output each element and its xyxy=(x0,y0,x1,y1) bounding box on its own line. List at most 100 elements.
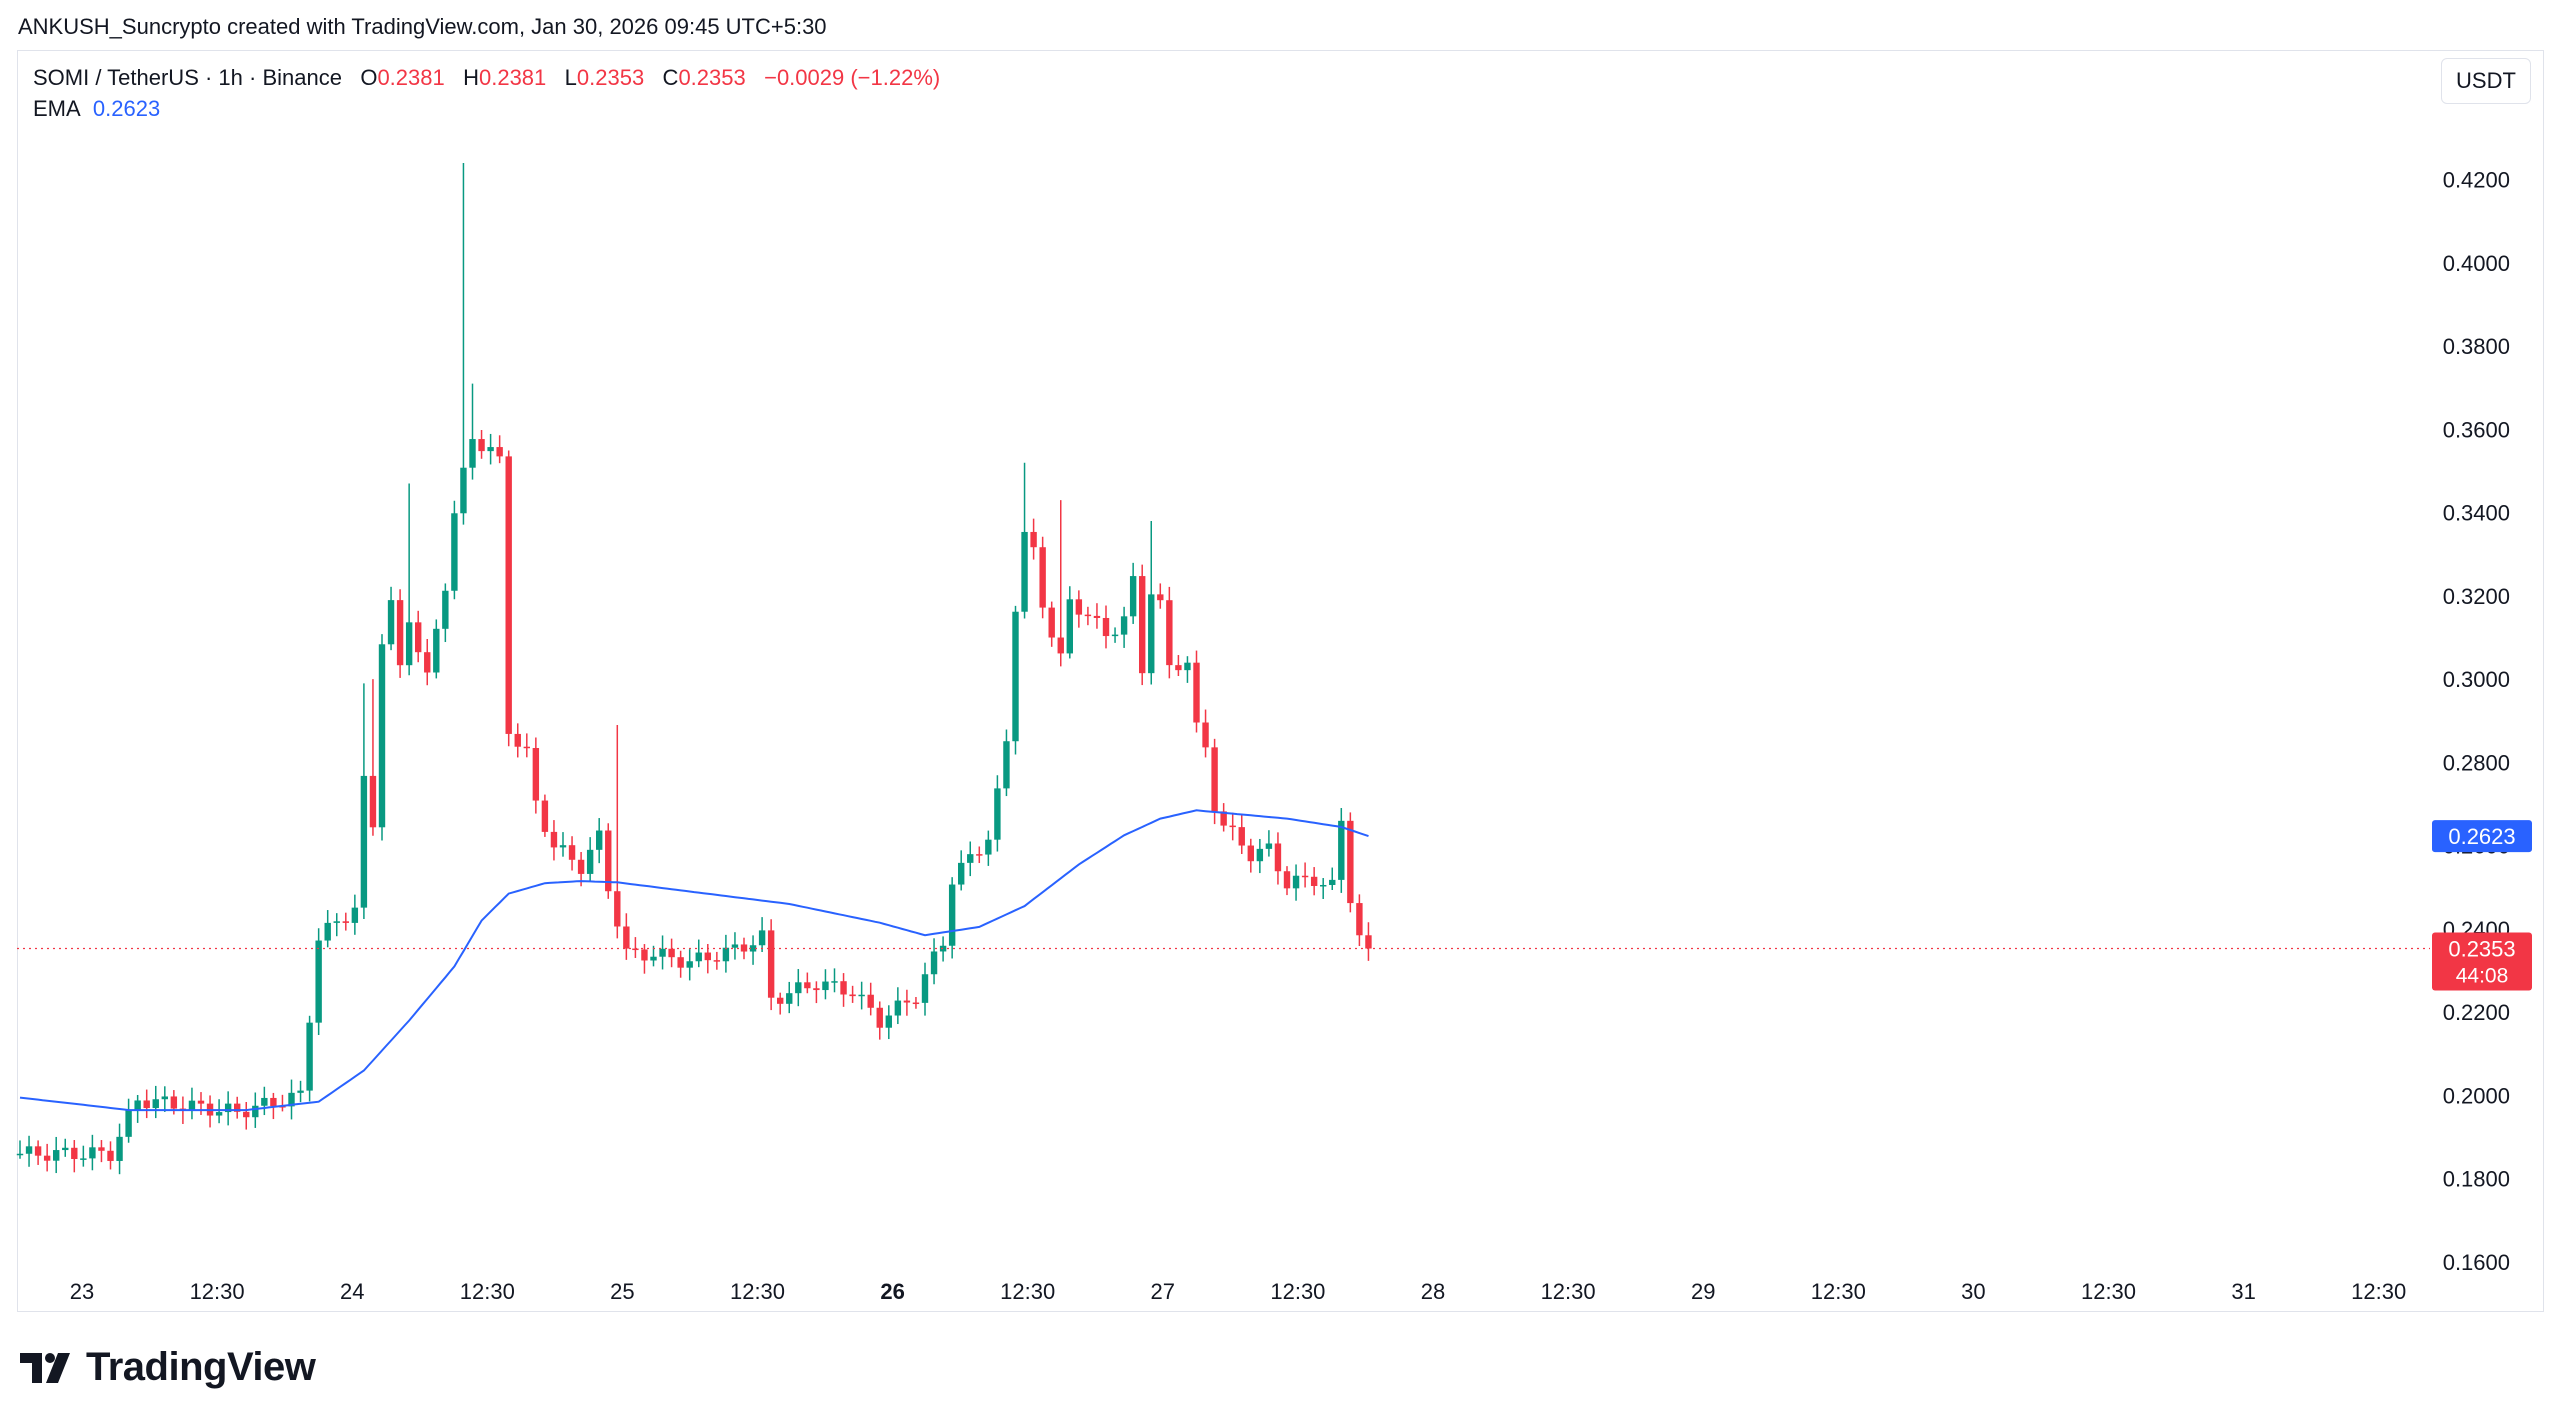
candle-body xyxy=(152,1099,159,1109)
candle-body xyxy=(297,1090,304,1093)
candle-body xyxy=(1347,820,1354,904)
low-label: L xyxy=(564,65,577,90)
time-tick-label: 28 xyxy=(1421,1279,1445,1304)
candle-body xyxy=(921,974,929,1003)
candle-body xyxy=(405,622,413,666)
time-tick-label: 27 xyxy=(1151,1279,1175,1304)
candle-body xyxy=(1265,843,1273,849)
candle-body xyxy=(885,1015,892,1028)
ema-legend[interactable]: EMA 0.2623 xyxy=(33,96,160,122)
candle-body xyxy=(116,1136,123,1161)
candle-body xyxy=(134,1100,141,1111)
candle-body xyxy=(1084,614,1092,617)
candle-body xyxy=(306,1022,313,1091)
candle-body xyxy=(804,982,811,989)
candle-countdown-text: 44:08 xyxy=(2456,965,2509,988)
candle-body xyxy=(1229,825,1236,828)
currency-unit-button[interactable]: USDT xyxy=(2441,58,2531,104)
candle-body xyxy=(1166,600,1173,666)
candle-body xyxy=(396,600,404,666)
candle-body xyxy=(686,961,693,968)
time-tick-label: 31 xyxy=(2231,1279,2255,1304)
candle-body xyxy=(98,1147,105,1151)
candle-body xyxy=(786,993,793,1004)
candle-body xyxy=(71,1147,78,1160)
candle-body xyxy=(215,1112,223,1116)
candle-body xyxy=(360,775,368,908)
candle-body xyxy=(1238,827,1245,846)
high-label: H xyxy=(463,65,479,90)
candle-body xyxy=(831,981,838,983)
candle-body xyxy=(596,830,603,850)
time-tick-label: 12:30 xyxy=(190,1279,245,1304)
candle-body xyxy=(1274,843,1282,872)
candle-body xyxy=(1030,531,1037,548)
candle-body xyxy=(695,952,702,962)
candle-body xyxy=(840,981,847,995)
candle-body xyxy=(858,994,865,997)
candle-body xyxy=(948,884,956,946)
price-tick-label: 0.4000 xyxy=(2443,251,2510,276)
time-tick-label: 12:30 xyxy=(460,1279,515,1304)
candle-body xyxy=(550,831,558,848)
candle-body xyxy=(849,994,856,997)
candle-body xyxy=(958,862,965,885)
candle-body xyxy=(976,854,983,856)
candle-body xyxy=(1247,845,1254,862)
chart-panel[interactable] xyxy=(17,50,2544,1312)
candle-body xyxy=(1356,903,1363,936)
candle-body xyxy=(333,921,340,923)
candle-body xyxy=(876,1007,883,1028)
tradingview-logo[interactable]: TradingView xyxy=(20,1345,316,1390)
candle-body xyxy=(1111,634,1119,637)
ema-price-badge xyxy=(2432,820,2532,853)
candle-body xyxy=(387,600,395,645)
candle-body xyxy=(568,845,576,860)
candle-body xyxy=(342,921,349,923)
badge-layer: 0.2623 0.2353 44:08 xyxy=(2432,820,2532,991)
candle-body xyxy=(1220,811,1227,826)
chart-caption: ANKUSH_Suncrypto created with TradingVie… xyxy=(18,14,827,39)
candle-body xyxy=(351,907,359,923)
candle-body xyxy=(1283,871,1291,889)
candle-body xyxy=(505,456,512,734)
candle-body xyxy=(641,949,648,961)
candle-body xyxy=(1129,576,1137,617)
close-value: 0.2353 xyxy=(678,65,746,90)
axis-layer: 0.4200 0.4000 0.3800 0.3600 0.3400 0.3200 0.30… xyxy=(70,168,2510,1304)
candle-body xyxy=(1157,594,1164,601)
price-tick-label: 0.2800 xyxy=(2443,750,2510,775)
candle-body xyxy=(53,1150,60,1161)
candle-body xyxy=(188,1100,196,1111)
candle-body xyxy=(324,922,331,941)
candle-body xyxy=(1066,599,1073,654)
candle-body xyxy=(1021,531,1028,612)
symbol-name[interactable]: SOMI / TetherUS · 1h · Binance xyxy=(33,65,342,90)
time-tick-label: 25 xyxy=(610,1279,634,1304)
candle-body xyxy=(80,1158,87,1160)
candle-body xyxy=(985,839,992,855)
open-label: O xyxy=(360,65,378,90)
candle-body xyxy=(903,1000,911,1003)
candle-body xyxy=(1057,637,1064,654)
candle-body xyxy=(523,746,530,749)
candle-body xyxy=(1175,665,1182,671)
price-tick-label: 0.2000 xyxy=(2443,1083,2510,1108)
candle-body xyxy=(424,652,431,673)
candle-body xyxy=(813,988,820,991)
candle-body xyxy=(143,1100,150,1109)
candle-body xyxy=(541,800,549,832)
candle-body xyxy=(749,945,757,952)
ema-badge-text: 0.2623 xyxy=(2448,824,2515,849)
candle-body xyxy=(107,1150,114,1161)
candle-body xyxy=(487,447,494,452)
close-label: C xyxy=(662,65,679,90)
candle-body xyxy=(1301,875,1309,878)
high-value: 0.2381 xyxy=(478,65,547,90)
candle-body xyxy=(369,775,377,828)
candle-body xyxy=(270,1097,277,1107)
candle-body xyxy=(1292,875,1300,889)
candle-body xyxy=(1365,935,1372,949)
price-tick-label: 0.3200 xyxy=(2443,584,2510,609)
